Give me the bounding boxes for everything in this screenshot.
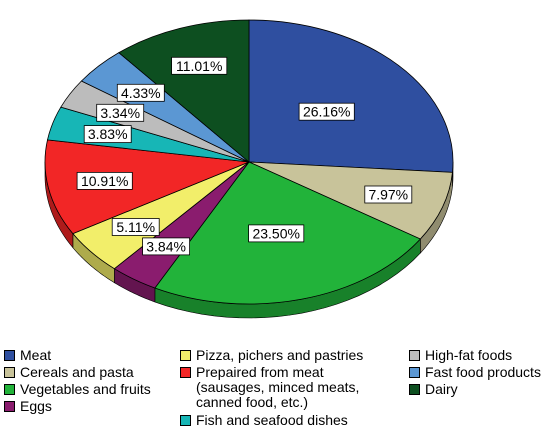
data-label-text-fast-food: 4.33% [121,85,161,101]
pie-slices [44,19,454,305]
legend-label-eggs: Eggs [20,398,52,414]
pie-chart: 26.16% 7.97% 23.50% 3.84% 5.11% 10.91% 3.83% 3.… [44,19,454,319]
pie-slice-cereals [248,161,453,240]
data-label-text-pizza: 5.11% [116,219,155,235]
data-label-vegetables: 23.50% [248,224,305,243]
legend-swatch-dairy [409,384,420,395]
legend-label-cereals: Cereals and pasta [20,364,134,380]
legend-item-vegetables: Vegetables and fruits [4,382,151,397]
data-label-text-prepared-meat: 10.91% [81,173,128,189]
data-label-high-fat: 3.34% [96,103,145,122]
legend-swatch-meat [4,350,15,361]
data-label-meat: 26.16% [298,102,355,121]
data-label-text-meat: 26.16% [303,104,350,120]
pie-data-labels: 26.16% 7.97% 23.50% 3.84% 5.11% 10.91% 3.83% 3.… [76,56,413,256]
legend-item-meat: Meat [4,348,51,363]
data-label-text-dairy: 11.01% [176,58,222,74]
legend-item-high-fat: High-fat foods [409,348,512,363]
legend-item-cereals: Cereals and pasta [4,365,134,380]
data-label-box-meat [298,102,355,121]
data-label-text-high-fat: 3.34% [100,105,140,121]
data-label-box-eggs [142,237,191,256]
chart-legend: Meat Cereals and pasta Vegetables and fr… [0,340,550,432]
data-label-text-fish: 3.83% [88,126,128,142]
data-label-fast-food: 4.33% [116,83,165,102]
data-label-box-cereals [364,185,413,204]
legend-swatch-vegetables [4,384,15,395]
data-label-prepared-meat: 10.91% [76,171,133,190]
legend-item-pizza: Pizza, pichers and pastries [180,348,363,363]
data-label-text-eggs: 3.84% [146,238,186,254]
data-label-eggs: 3.84% [142,237,191,256]
legend-item-eggs: Eggs [4,399,52,414]
pie-slice-meat [248,19,454,173]
legend-swatch-prepared-meat [180,367,191,378]
legend-item-fish: Fish and seafood dishes [180,413,348,428]
data-label-box-pizza [111,218,160,236]
legend-swatch-cereals [4,367,15,378]
legend-swatch-eggs [4,401,15,412]
data-label-fish: 3.83% [83,125,132,143]
data-label-text-cereals: 7.97% [368,187,408,203]
legend-item-fast-food: Fast food products [409,365,541,380]
data-label-box-high-fat [96,103,145,122]
data-label-box-fish [83,125,132,143]
legend-label-dairy: Dairy [425,381,458,397]
legend-swatch-fast-food [409,367,420,378]
data-label-pizza: 5.11% [111,218,160,236]
legend-item-prepared-meat: Prepaired from meat (sausages, minced me… [180,365,359,410]
pie-slice-dairy [118,19,250,163]
legend-label-fish: Fish and seafood dishes [196,412,348,428]
data-label-box-prepared-meat [76,171,133,190]
data-label-dairy: 11.01% [171,56,228,75]
legend-swatch-pizza [180,350,191,361]
legend-label-fast-food: Fast food products [425,364,541,380]
data-label-box-vegetables [248,224,305,243]
data-label-cereals: 7.97% [364,185,413,204]
legend-item-dairy: Dairy [409,382,458,397]
data-label-box-dairy [171,56,228,75]
legend-swatch-fish [180,415,191,426]
legend-swatch-high-fat [409,350,420,361]
legend-label-high-fat: High-fat foods [425,347,513,363]
legend-label-pizza: Pizza, pichers and pastries [196,347,364,363]
pie-slice-prepared-meat [44,139,250,235]
legend-label-vegetables: Vegetables and fruits [20,381,151,397]
legend-label-meat: Meat [20,347,52,363]
data-label-box-fast-food [116,83,165,102]
legend-label-prepared-meat: Prepaired from meat (sausages, minced me… [196,364,360,410]
data-label-text-vegetables: 23.50% [252,225,299,241]
